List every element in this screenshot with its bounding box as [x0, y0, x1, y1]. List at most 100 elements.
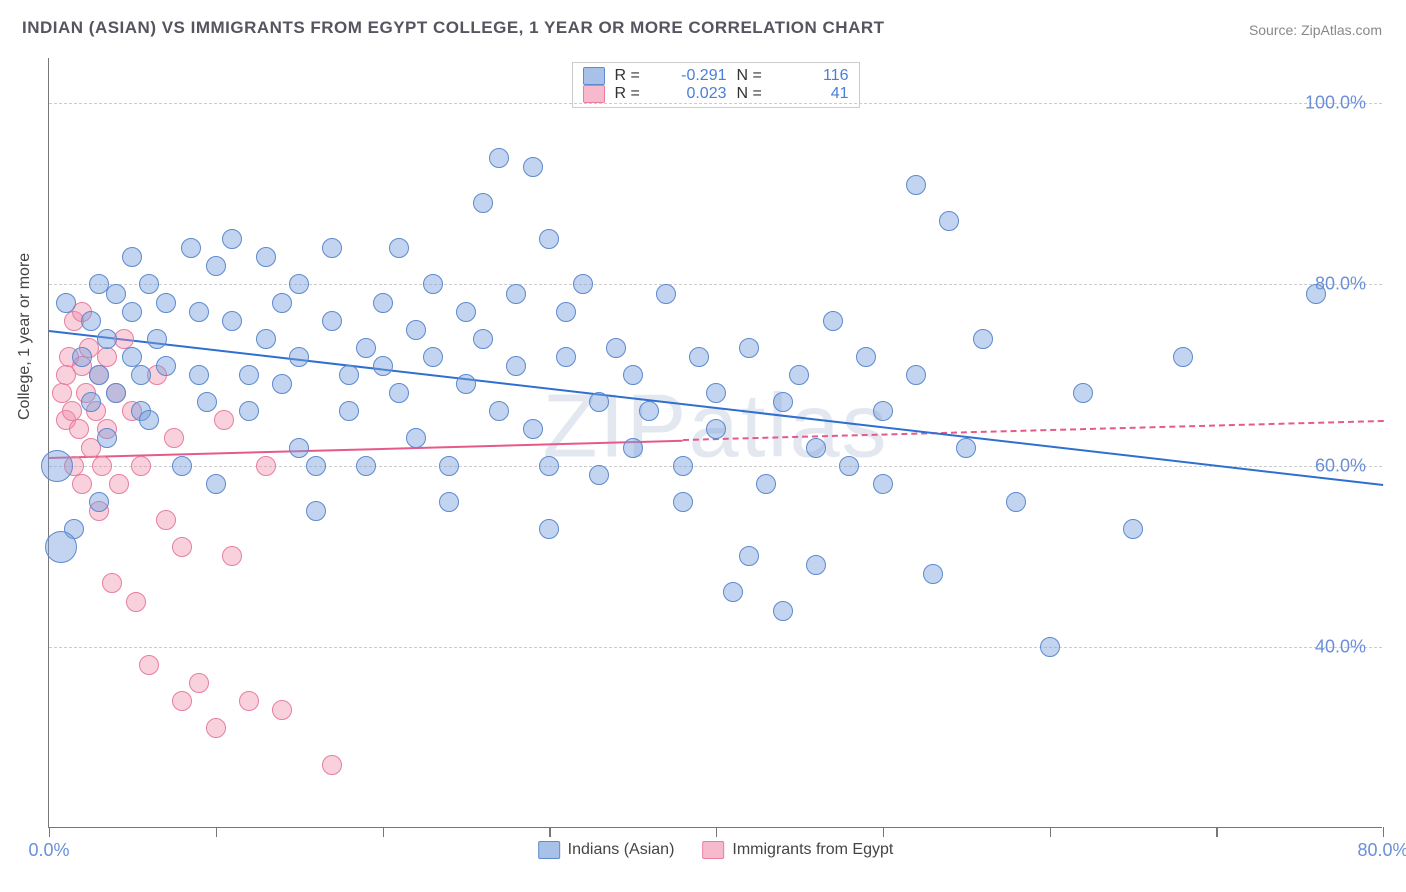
x-tick: [216, 827, 217, 837]
scatter-point-blue: [122, 302, 142, 322]
scatter-point-blue: [873, 474, 893, 494]
scatter-point-blue: [97, 428, 117, 448]
scatter-point-blue: [423, 347, 443, 367]
correlation-legend: R = -0.291 N = 116 R = 0.023 N = 41: [572, 62, 860, 108]
scatter-point-pink: [239, 691, 259, 711]
chart-title: INDIAN (ASIAN) VS IMMIGRANTS FROM EGYPT …: [22, 18, 885, 38]
scatter-point-blue: [539, 519, 559, 539]
scatter-point-pink: [214, 410, 234, 430]
source-name: ZipAtlas.com: [1301, 22, 1382, 38]
scatter-point-blue: [739, 338, 759, 358]
scatter-point-blue: [939, 211, 959, 231]
scatter-point-blue: [1040, 637, 1060, 657]
scatter-point-pink: [322, 755, 342, 775]
scatter-point-blue: [789, 365, 809, 385]
scatter-point-blue: [556, 347, 576, 367]
legend-item-blue: Indians (Asian): [538, 841, 675, 859]
scatter-point-blue: [339, 401, 359, 421]
scatter-point-blue: [439, 456, 459, 476]
scatter-point-blue: [1306, 284, 1326, 304]
x-tick: [1383, 827, 1384, 837]
scatter-point-pink: [102, 573, 122, 593]
scatter-point-blue: [172, 456, 192, 476]
scatter-point-blue: [773, 392, 793, 412]
scatter-point-blue: [806, 555, 826, 575]
x-tick: [1050, 827, 1051, 837]
scatter-point-blue: [56, 293, 76, 313]
x-tick-label: 0.0%: [28, 840, 69, 861]
scatter-point-blue: [139, 410, 159, 430]
scatter-point-blue: [189, 365, 209, 385]
scatter-point-blue: [147, 329, 167, 349]
x-tick: [49, 827, 50, 837]
scatter-point-blue: [389, 383, 409, 403]
scatter-point-pink: [222, 546, 242, 566]
scatter-point-blue: [322, 311, 342, 331]
scatter-point-blue: [156, 356, 176, 376]
y-tick-label: 100.0%: [1305, 93, 1366, 114]
scatter-point-blue: [306, 501, 326, 521]
scatter-point-pink: [92, 456, 112, 476]
series-legend: Indians (Asian) Immigrants from Egypt: [538, 841, 894, 859]
scatter-point-blue: [706, 383, 726, 403]
scatter-point-blue: [456, 302, 476, 322]
gridline: [49, 103, 1382, 104]
scatter-point-blue: [623, 438, 643, 458]
swatch-blue-icon: [583, 67, 605, 85]
scatter-plot-area: ZIPatlas R = -0.291 N = 116 R = 0.023 N …: [48, 58, 1382, 828]
scatter-point-blue: [623, 365, 643, 385]
scatter-point-blue: [573, 274, 593, 294]
scatter-point-blue: [906, 365, 926, 385]
scatter-point-blue: [256, 247, 276, 267]
scatter-point-blue: [823, 311, 843, 331]
legend-item-pink: Immigrants from Egypt: [702, 841, 893, 859]
scatter-point-blue: [106, 383, 126, 403]
scatter-point-blue: [439, 492, 459, 512]
legend-blue-r-value: -0.291: [663, 67, 727, 85]
legend-n-label: N =: [737, 85, 775, 103]
scatter-point-pink: [97, 347, 117, 367]
scatter-point-blue: [1073, 383, 1093, 403]
scatter-point-blue: [1006, 492, 1026, 512]
legend-n-label: N =: [737, 67, 775, 85]
trend-line: [683, 420, 1383, 441]
scatter-point-pink: [189, 673, 209, 693]
scatter-point-pink: [72, 474, 92, 494]
scatter-point-blue: [206, 256, 226, 276]
scatter-point-blue: [1173, 347, 1193, 367]
scatter-point-blue: [856, 347, 876, 367]
y-tick-label: 40.0%: [1315, 636, 1366, 657]
scatter-point-blue: [456, 374, 476, 394]
scatter-point-blue: [423, 274, 443, 294]
scatter-point-blue: [81, 311, 101, 331]
x-tick: [716, 827, 717, 837]
scatter-point-pink: [62, 401, 82, 421]
scatter-point-blue: [806, 438, 826, 458]
scatter-point-blue: [89, 492, 109, 512]
scatter-point-blue: [473, 193, 493, 213]
scatter-point-blue: [106, 284, 126, 304]
scatter-point-blue: [556, 302, 576, 322]
source-attribution: Source: ZipAtlas.com: [1249, 22, 1382, 38]
scatter-point-blue: [131, 365, 151, 385]
scatter-point-pink: [256, 456, 276, 476]
scatter-point-blue: [539, 456, 559, 476]
source-prefix: Source:: [1249, 22, 1301, 38]
scatter-point-pink: [139, 655, 159, 675]
scatter-point-blue: [322, 238, 342, 258]
scatter-point-blue: [973, 329, 993, 349]
scatter-point-pink: [69, 419, 89, 439]
gridline: [49, 284, 1382, 285]
scatter-point-blue: [239, 401, 259, 421]
scatter-point-blue: [373, 293, 393, 313]
scatter-point-blue: [239, 365, 259, 385]
scatter-point-blue: [72, 347, 92, 367]
scatter-point-pink: [172, 691, 192, 711]
scatter-point-pink: [126, 592, 146, 612]
scatter-point-blue: [1123, 519, 1143, 539]
legend-row-blue: R = -0.291 N = 116: [583, 67, 849, 85]
scatter-point-pink: [131, 456, 151, 476]
scatter-point-blue: [956, 438, 976, 458]
scatter-point-blue: [589, 392, 609, 412]
scatter-point-pink: [272, 700, 292, 720]
